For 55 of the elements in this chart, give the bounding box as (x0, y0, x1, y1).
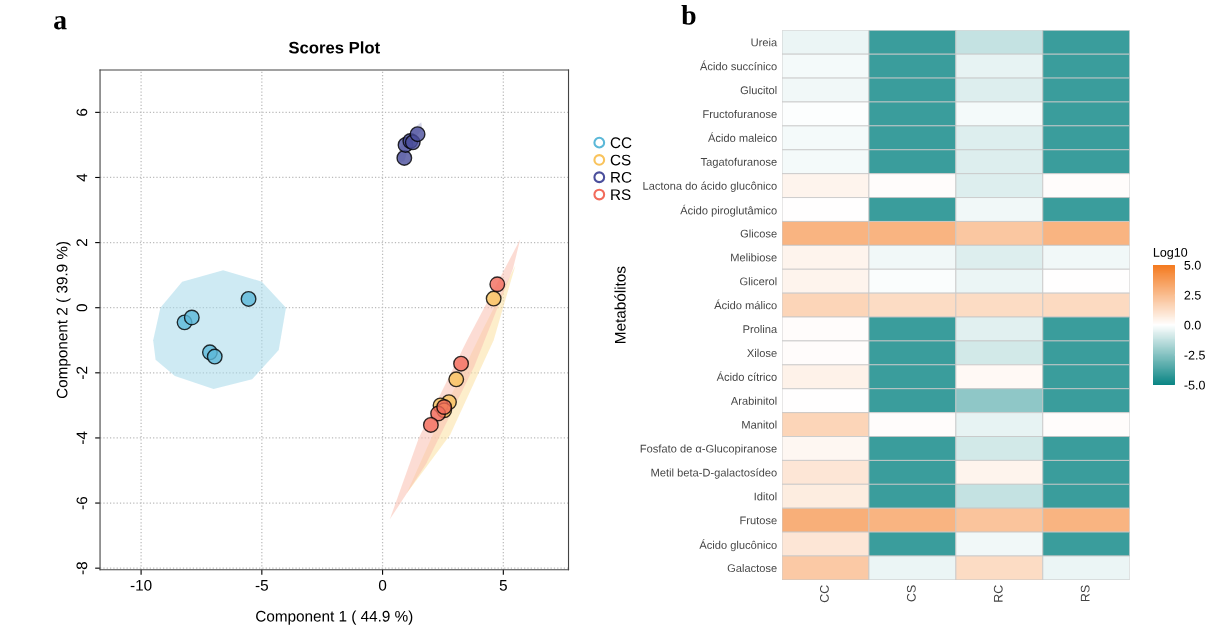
legend-label: CS (610, 154, 631, 166)
y-tick-label: Ácido glucônico (699, 539, 777, 552)
y-tick-label: Ácido málico (714, 299, 777, 310)
y-tick-label: Ácido succínico (699, 60, 777, 71)
y-tick-label: Metil beta-D-galactosídeo (651, 468, 777, 479)
y-tick-label: -4 (76, 431, 88, 445)
y-tick-label: Glicose (740, 229, 777, 238)
x-axis-title: Component 1 ( 44.9 %) (256, 610, 413, 625)
y-tick-label: Xilose (747, 348, 777, 358)
y-tick-label: 4 (76, 173, 88, 182)
legend-label: RS (611, 189, 631, 201)
y-tick-label: Arabinitol (730, 396, 777, 405)
y-axis-title: Metabólitos (614, 266, 626, 343)
text: a (54, 16, 67, 30)
x-tick-label: RS (1080, 585, 1090, 602)
y-tick-label: Ureia (751, 38, 778, 47)
legend-label: CC (610, 137, 632, 149)
color-bar-title: Log10 (1153, 247, 1188, 260)
y-tick-label: Tagatofuranose (700, 157, 777, 169)
color-bar-label: 0.0 (1184, 320, 1201, 330)
y-tick-label: Ácido cítrico (716, 371, 777, 381)
y-tick-label: Fosfato de α-Glucopiranose (640, 444, 777, 455)
x-tick-label: 0 (378, 579, 387, 591)
y-tick-label: Glicerol (740, 277, 777, 286)
y-tick-label: Frutose (740, 516, 777, 525)
y-tick-label: 2 (76, 239, 88, 247)
y-tick-label: Galactose (727, 563, 777, 573)
y-tick-label: 6 (76, 108, 88, 116)
y-tick-label: Lactona do ácido glucônico (643, 181, 777, 193)
y-tick-label: Fructofuranose (703, 109, 777, 119)
color-bar-label: -2.5 (1184, 350, 1205, 360)
x-tick-label: CC (819, 585, 829, 603)
color-bar-label: -5.0 (1184, 380, 1205, 390)
y-tick-label: Ácido piroglutâmico (680, 204, 777, 217)
legend-label: RC (611, 171, 632, 183)
x-tick-label: RC (993, 585, 1003, 602)
y-tick-label: Iditol (754, 492, 777, 501)
y-tick-label: 0 (76, 304, 88, 312)
color-bar-label: 5.0 (1184, 260, 1201, 270)
y-tick-label: -6 (76, 496, 88, 510)
y-tick-label: Melibiose (731, 253, 777, 262)
color-bar-label: 2.5 (1184, 290, 1201, 300)
text: b (681, 5, 696, 25)
x-tick-label: CS (906, 585, 916, 602)
chart-title: Scores Plot (288, 41, 380, 54)
x-tick-label: 5 (499, 580, 507, 591)
y-tick-label: Manitol (742, 420, 777, 429)
x-tick-label: -10 (130, 579, 152, 591)
y-axis-title: Component 2 ( 39.9 %) (56, 241, 71, 399)
y-tick-label: -8 (76, 562, 88, 575)
y-tick-label: Prolina (743, 324, 778, 334)
y-tick-label: Glucitol (740, 86, 777, 95)
y-tick-label: Ácido maleico (708, 132, 777, 142)
y-tick-label: -2 (76, 366, 88, 379)
x-tick-label: -5 (255, 580, 268, 591)
